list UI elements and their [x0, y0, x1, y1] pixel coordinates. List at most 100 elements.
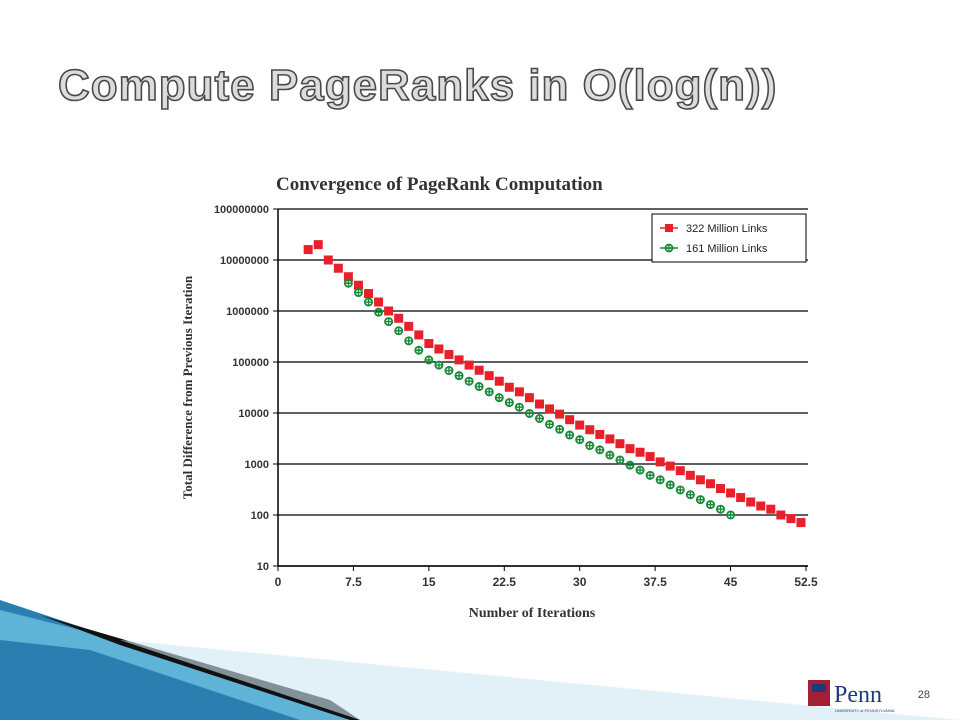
data-point [454, 355, 464, 365]
data-point [555, 409, 565, 419]
data-point [534, 414, 544, 424]
data-point [695, 475, 705, 485]
y-axis-label: Total Difference from Previous Iteration [180, 275, 195, 499]
page-number: 28 [918, 689, 930, 701]
data-point [474, 365, 484, 375]
data-point [343, 278, 353, 288]
marker-plus [676, 485, 685, 494]
marker-plus [354, 288, 363, 297]
data-point [545, 404, 555, 414]
x-axis-label: Number of Iterations [469, 606, 596, 621]
marker-plus [565, 431, 574, 440]
data-point [695, 495, 705, 505]
marker-plus [465, 377, 474, 386]
data-point [444, 350, 454, 360]
y-tick-label: 100000000 [214, 204, 269, 216]
data-point [595, 429, 605, 439]
chart-title: Convergence of PageRank Computation [276, 174, 603, 195]
y-tick-label: 10000000 [220, 255, 269, 267]
data-point [514, 402, 524, 412]
data-point [635, 465, 645, 475]
y-tick-label: 100000 [232, 357, 269, 369]
data-point [504, 382, 514, 392]
data-point [605, 450, 615, 460]
data-point [796, 518, 806, 528]
marker-plus [394, 326, 403, 335]
data-point [343, 272, 353, 282]
data-point [534, 399, 544, 409]
marker-plus [384, 317, 393, 326]
data-point [464, 376, 474, 386]
marker-plus [706, 500, 715, 509]
marker-plus [535, 414, 544, 423]
data-point [514, 387, 524, 397]
marker-plus [455, 371, 464, 380]
data-point [615, 439, 625, 449]
chart: Convergence of PageRank Computation Numbe… [180, 174, 818, 621]
data-point [726, 488, 736, 498]
data-point [736, 493, 746, 503]
swoosh [40, 615, 360, 720]
data-point [665, 461, 675, 471]
data-point [424, 355, 434, 365]
marker-plus [595, 445, 604, 454]
marker-plus [515, 403, 524, 412]
x-tick-label: 15 [422, 575, 436, 589]
data-point [615, 455, 625, 465]
marker-plus [495, 393, 504, 402]
legend-marker [665, 224, 673, 232]
data-point [494, 376, 504, 386]
data-point [645, 452, 655, 462]
logo: Penn [834, 682, 882, 708]
y-tick-label: 100 [251, 510, 269, 522]
data-point [404, 321, 414, 331]
marker-plus [605, 451, 614, 460]
data-point [776, 510, 786, 520]
data-point [394, 326, 404, 336]
x-tick-label: 37.5 [643, 575, 667, 589]
x-tick-label: 22.5 [493, 575, 517, 589]
data-point [716, 504, 726, 514]
data-point [585, 441, 595, 451]
marker-plus [716, 505, 725, 514]
data-point [655, 475, 665, 485]
x-tick-label: 0 [275, 575, 282, 589]
x-tick-label: 52.5 [794, 575, 818, 589]
marker-plus [575, 435, 584, 444]
data-point [394, 313, 404, 323]
data-point [585, 425, 595, 435]
marker-plus [555, 425, 564, 434]
data-point [655, 457, 665, 467]
data-point [434, 344, 444, 354]
data-point [625, 460, 635, 470]
data-point [675, 466, 685, 476]
marker-plus [424, 355, 433, 364]
legend-box [651, 213, 807, 263]
data-point [333, 263, 343, 273]
data-point [575, 420, 585, 430]
legend-label: 161 Million Links [686, 243, 768, 255]
data-point [716, 484, 726, 494]
data-point [494, 393, 504, 403]
data-point [374, 297, 384, 307]
data-point [414, 330, 424, 340]
marker-plus [485, 387, 494, 396]
marker-plus [344, 279, 353, 288]
data-point [444, 366, 454, 376]
data-point [645, 470, 655, 480]
data-point [705, 500, 715, 510]
data-point [353, 288, 363, 298]
logo-subtitle: UNIVERSITY of PENNSYLVANIA [835, 708, 895, 713]
y-tick-label: 10000 [238, 408, 269, 420]
marker-plus [525, 409, 534, 418]
data-point [434, 360, 444, 370]
data-point [454, 371, 464, 381]
data-point [545, 419, 555, 429]
data-point [756, 501, 766, 511]
data-point [565, 430, 575, 440]
data-point [414, 345, 424, 355]
marker-plus [414, 346, 423, 355]
data-point [766, 504, 776, 514]
data-point [565, 415, 575, 425]
